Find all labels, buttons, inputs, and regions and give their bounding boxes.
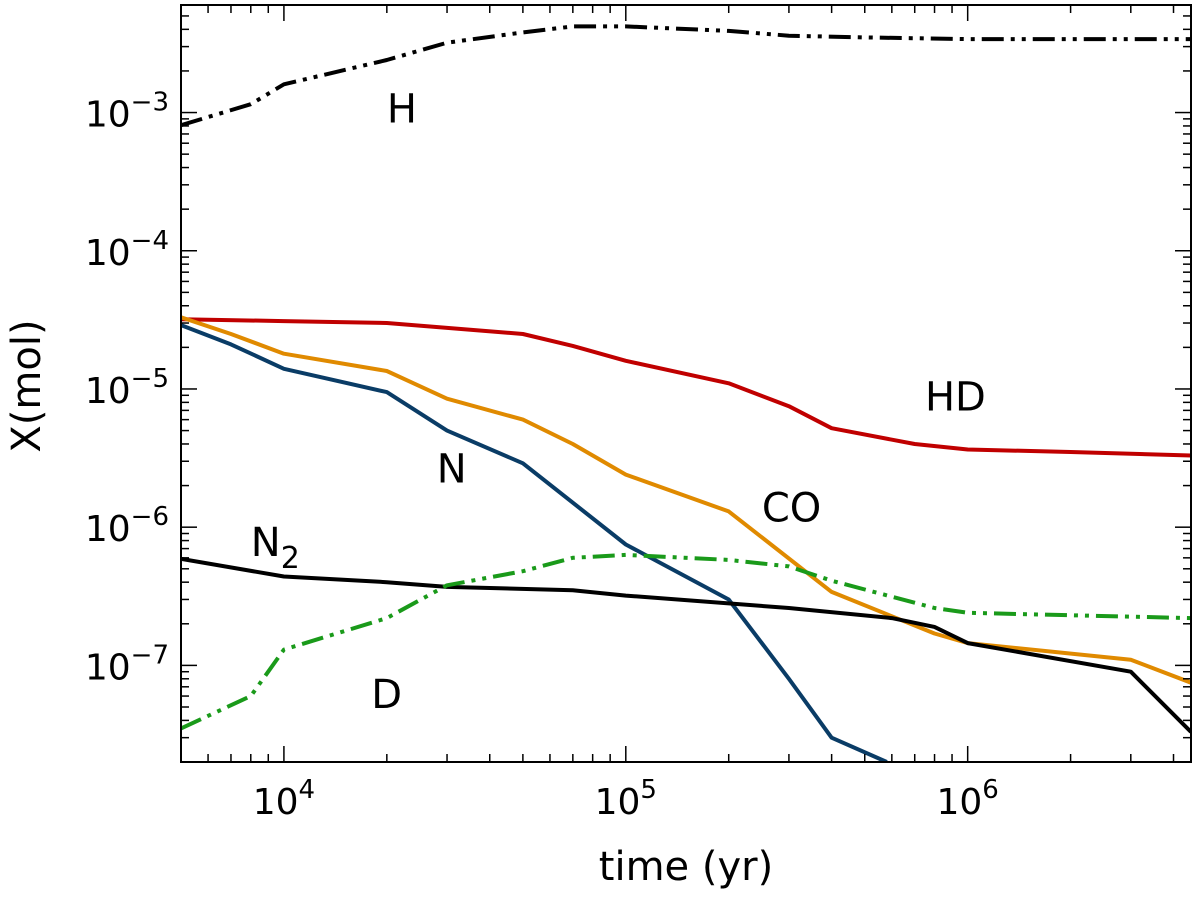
y-tick-label: 10−4 <box>85 226 169 274</box>
y-tick-label: 10−5 <box>85 364 169 412</box>
series-label-h: H <box>387 86 417 132</box>
y-tick-label: 10−7 <box>85 640 169 688</box>
series-line-hd <box>181 317 1191 458</box>
series-line-n <box>181 323 888 762</box>
series-label-hd: HD <box>925 374 986 420</box>
x-axis-title: time (yr) <box>599 844 773 890</box>
x-tick-label: 104 <box>253 775 315 823</box>
y-tick-label: 10−3 <box>85 88 169 136</box>
series-label-n: N <box>437 447 467 493</box>
y-tick-label: 10−6 <box>85 502 169 550</box>
plot-frame <box>180 4 1192 763</box>
series-label-d: D <box>371 672 402 718</box>
x-tick-label: 105 <box>595 775 657 823</box>
series-label-n2: N2 <box>251 520 300 576</box>
series-label-co: CO <box>762 485 821 531</box>
x-tick-label: 106 <box>936 775 998 823</box>
series-line-n2 <box>181 556 1191 734</box>
series-line-h <box>181 24 1191 128</box>
series-line-d <box>181 552 1191 731</box>
tick-layer <box>180 4 1191 763</box>
y-axis-title: X(mol) <box>4 319 50 452</box>
label-layer: 104 105 106 10−7 10−6 10−5 10−4 10−3 H HD CO N N2 D <box>85 86 999 823</box>
series-layer <box>181 24 1191 762</box>
